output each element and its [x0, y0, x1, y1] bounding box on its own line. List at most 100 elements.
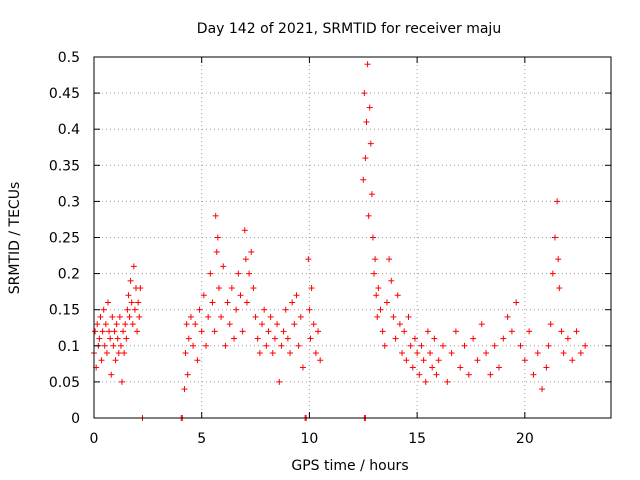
- data-point: [124, 306, 131, 313]
- data-point: [222, 342, 229, 349]
- data-point: [96, 335, 103, 342]
- data-point: [491, 342, 498, 349]
- data-point: [226, 321, 233, 328]
- data-point: [508, 328, 515, 335]
- data-point: [282, 306, 289, 313]
- data-point: [470, 335, 477, 342]
- y-axis-title: SRMTID / TECUs: [7, 182, 23, 295]
- data-point: [237, 292, 244, 299]
- data-point: [289, 299, 296, 306]
- data-point: [366, 104, 373, 111]
- data-point: [386, 256, 393, 263]
- data-point: [554, 198, 561, 205]
- data-point: [101, 342, 108, 349]
- data-point: [134, 328, 141, 335]
- data-point: [416, 371, 423, 378]
- data-point: [196, 306, 203, 313]
- data-point: [317, 357, 324, 364]
- data-point: [94, 321, 101, 328]
- data-point: [190, 342, 197, 349]
- data-point: [265, 328, 272, 335]
- data-point: [403, 357, 410, 364]
- data-point: [235, 270, 242, 277]
- data-point: [280, 328, 287, 335]
- data-point: [284, 335, 291, 342]
- data-point: [530, 371, 537, 378]
- y-tick-label: 0: [71, 411, 80, 427]
- data-point: [372, 256, 379, 263]
- data-point: [555, 256, 562, 263]
- data-point: [130, 263, 137, 270]
- data-point: [209, 299, 216, 306]
- data-point: [215, 285, 222, 292]
- data-point: [371, 270, 378, 277]
- data-point: [105, 299, 112, 306]
- y-axis-ticks: 0 0.05 0.1 0.15 0.2 0.25 0.3 0.35 0.4 0.45 0.5: [49, 50, 611, 427]
- data-point: [218, 313, 225, 320]
- data-point: [392, 335, 399, 342]
- chart-title: Day 142 of 2021, SRMTID for receiver maj…: [197, 21, 501, 37]
- data-point: [405, 313, 412, 320]
- data-point: [203, 342, 210, 349]
- x-tick-label: 10: [301, 431, 319, 447]
- data-point: [577, 350, 584, 357]
- data-point: [198, 328, 205, 335]
- data-point: [500, 335, 507, 342]
- data-point: [113, 321, 120, 328]
- data-point: [474, 357, 481, 364]
- data-point: [136, 313, 143, 320]
- data-point: [252, 313, 259, 320]
- data-point: [248, 248, 255, 255]
- data-point: [276, 378, 283, 385]
- data-point: [192, 321, 199, 328]
- data-point: [114, 335, 121, 342]
- data-point: [547, 321, 554, 328]
- data-point: [263, 342, 270, 349]
- data-point: [573, 328, 580, 335]
- data-point: [109, 313, 116, 320]
- data-point: [483, 350, 490, 357]
- data-point: [534, 350, 541, 357]
- data-point: [269, 350, 276, 357]
- data-point: [126, 313, 133, 320]
- data-point: [424, 328, 431, 335]
- data-point: [233, 306, 240, 313]
- data-point: [556, 285, 563, 292]
- data-point: [256, 350, 263, 357]
- data-point: [414, 350, 421, 357]
- data-point: [120, 328, 127, 335]
- data-point: [187, 313, 194, 320]
- data-point: [117, 342, 124, 349]
- data-point: [119, 378, 126, 385]
- data-point: [549, 270, 556, 277]
- data-point: [250, 285, 257, 292]
- data-point: [390, 313, 397, 320]
- data-point: [254, 335, 261, 342]
- data-point: [374, 313, 381, 320]
- data-point: [431, 335, 438, 342]
- data-point: [110, 342, 117, 349]
- data-point: [103, 350, 110, 357]
- data-point: [205, 313, 212, 320]
- data-point: [211, 328, 218, 335]
- data-point: [246, 270, 253, 277]
- data-point: [418, 342, 425, 349]
- data-point: [183, 321, 190, 328]
- data-point: [365, 212, 372, 219]
- data-point: [231, 335, 238, 342]
- data-point: [207, 270, 214, 277]
- data-point: [213, 248, 220, 255]
- data-point: [99, 328, 106, 335]
- data-point: [137, 285, 144, 292]
- data-point: [377, 306, 384, 313]
- data-point: [212, 212, 219, 219]
- y-tick-label: 0.5: [58, 50, 80, 66]
- y-tick-label: 0.4: [58, 122, 80, 138]
- data-point: [461, 342, 468, 349]
- data-point: [526, 328, 533, 335]
- data-point: [310, 321, 317, 328]
- data-point: [465, 371, 472, 378]
- data-point: [569, 357, 576, 364]
- data-point: [411, 335, 418, 342]
